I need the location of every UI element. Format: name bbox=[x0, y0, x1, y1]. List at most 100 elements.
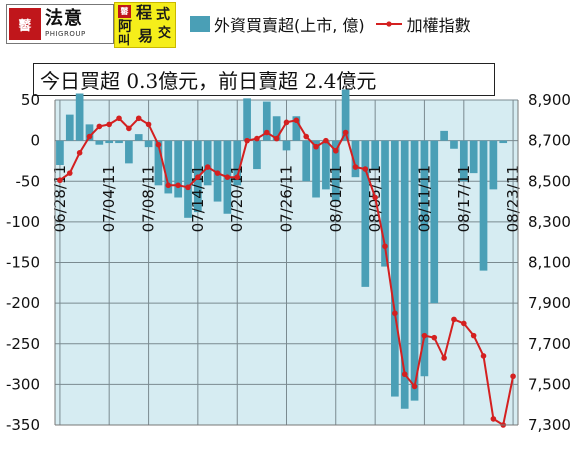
bar-foreign-net bbox=[243, 98, 251, 141]
right-axis-tick: 7,700 bbox=[528, 335, 571, 353]
bar-foreign-net bbox=[233, 140, 242, 186]
taiex-point bbox=[135, 115, 142, 122]
taiex-point bbox=[283, 119, 290, 126]
bar-foreign-net bbox=[282, 140, 291, 151]
logo-char: 交 bbox=[158, 26, 172, 41]
taiex-point bbox=[66, 170, 73, 176]
left-axis-tick: 0 bbox=[30, 132, 40, 150]
left-axis-tick: -350 bbox=[6, 416, 40, 434]
logo-char: 式 bbox=[156, 7, 170, 23]
taiex-point bbox=[155, 141, 162, 148]
x-axis-tick: 07/04/11 bbox=[100, 165, 118, 232]
left-axis-tick: -100 bbox=[6, 213, 40, 231]
bar-foreign-net bbox=[105, 140, 114, 144]
bar-foreign-net bbox=[450, 140, 458, 149]
taiex-point bbox=[293, 117, 300, 124]
taiex-point bbox=[470, 332, 477, 339]
bar-foreign-net bbox=[134, 134, 143, 141]
bar-foreign-net bbox=[272, 116, 281, 141]
taiex-point bbox=[126, 125, 132, 132]
logo-char: 阿 bbox=[118, 19, 132, 35]
taiex-point bbox=[431, 334, 438, 341]
legend-label-foreign-net: 外資買賣超(上市, 億) bbox=[214, 16, 365, 35]
taiex-point bbox=[214, 170, 221, 176]
taiex-point bbox=[392, 310, 398, 317]
right-axis-tick: 7,900 bbox=[528, 294, 571, 312]
x-axis-tick: 07/20/11 bbox=[228, 165, 246, 232]
bar-foreign-net bbox=[331, 140, 340, 202]
bar-foreign-net bbox=[499, 140, 508, 144]
x-axis-tick: 08/23/11 bbox=[504, 165, 522, 232]
taiex-point bbox=[254, 135, 260, 142]
taiex-point bbox=[204, 164, 211, 170]
small-seal-icon: 䶁 bbox=[118, 5, 131, 18]
taiex-point bbox=[106, 121, 112, 128]
x-axis-tick: 07/26/11 bbox=[278, 165, 296, 232]
taiex-point bbox=[175, 182, 181, 189]
bar-foreign-net bbox=[489, 140, 498, 190]
bar-foreign-net bbox=[351, 140, 360, 178]
bar-foreign-net bbox=[302, 140, 311, 182]
logo-char: 叫 bbox=[118, 33, 131, 47]
bar-foreign-net bbox=[479, 140, 488, 271]
taiex-point bbox=[244, 137, 250, 144]
bar-legend-swatch bbox=[190, 16, 210, 32]
logo-char: 程 bbox=[136, 3, 153, 22]
x-axis-tick: 08/11/11 bbox=[415, 165, 433, 232]
taiex-point bbox=[480, 353, 487, 359]
taiex-point bbox=[145, 121, 152, 128]
bar-foreign-net bbox=[440, 130, 448, 141]
bar-foreign-net bbox=[400, 140, 409, 409]
taiex-point bbox=[362, 166, 369, 172]
bar-foreign-net bbox=[430, 140, 439, 304]
bar-foreign-net bbox=[292, 116, 301, 141]
program-trading-logo: 䶁 阿 程 式 叫 易 交 bbox=[114, 2, 176, 48]
taiex-point bbox=[273, 135, 280, 142]
taiex-point bbox=[421, 332, 428, 339]
taiex-point bbox=[57, 177, 63, 184]
bar-foreign-net bbox=[164, 140, 173, 194]
taiex-point bbox=[382, 243, 388, 250]
taiex-point bbox=[372, 194, 378, 201]
bar-foreign-net bbox=[174, 140, 182, 198]
bar-foreign-net bbox=[371, 140, 380, 170]
bar-foreign-net bbox=[125, 140, 133, 164]
bar-foreign-net bbox=[144, 140, 153, 148]
taiex-point bbox=[332, 147, 339, 154]
x-axis-tick: 08/17/11 bbox=[455, 165, 473, 232]
right-axis-tick: 8,500 bbox=[528, 172, 571, 190]
summary-caption: 今日買超 0.3億元，前日賣超 2.4億元 bbox=[33, 63, 495, 96]
taiex-point bbox=[461, 320, 467, 327]
logo-text: 法意 bbox=[45, 8, 83, 29]
bar-foreign-net bbox=[361, 140, 370, 287]
left-axis-tick: 50 bbox=[21, 91, 40, 109]
taiex-point bbox=[323, 137, 329, 144]
taiex-point bbox=[303, 133, 310, 140]
bar-foreign-net bbox=[459, 140, 468, 182]
taiex-point bbox=[234, 174, 241, 180]
bar-foreign-net bbox=[154, 140, 163, 186]
left-axis-tick: -150 bbox=[6, 254, 40, 272]
phigroup-logo: 䶁 法意 PHIGROUP bbox=[6, 4, 114, 44]
bar-foreign-net bbox=[253, 140, 261, 170]
chart-legend: 外資買賣超(上市, 億) 加權指數 bbox=[190, 12, 471, 36]
left-axis-tick: -50 bbox=[16, 172, 41, 190]
right-axis-tick: 8,300 bbox=[528, 213, 571, 231]
bar-foreign-net bbox=[341, 89, 350, 141]
taiex-point bbox=[165, 182, 172, 189]
right-axis-tick: 7,300 bbox=[528, 416, 571, 434]
bar-foreign-net bbox=[85, 124, 94, 141]
taiex-point bbox=[86, 133, 93, 140]
bar-foreign-net bbox=[312, 140, 320, 198]
taiex-point bbox=[490, 416, 497, 422]
right-axis-tick: 8,700 bbox=[528, 132, 571, 150]
right-axis-tick: 8,900 bbox=[528, 91, 571, 109]
taiex-point bbox=[313, 143, 319, 150]
logo-char: 易 bbox=[138, 27, 154, 45]
taiex-point bbox=[411, 383, 418, 390]
taiex-point bbox=[116, 115, 122, 122]
bar-foreign-net bbox=[262, 101, 271, 141]
bar-foreign-net bbox=[203, 140, 212, 186]
right-axis-tick: 7,500 bbox=[528, 375, 571, 393]
